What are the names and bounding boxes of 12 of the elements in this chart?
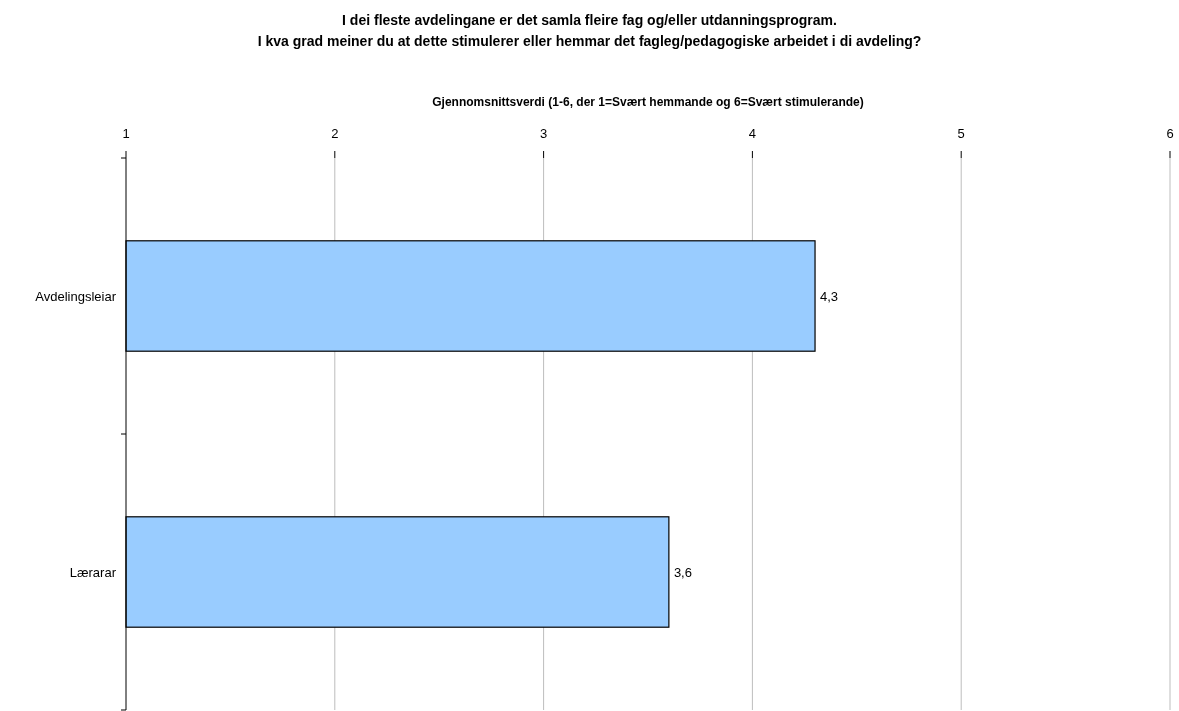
- chart-title: I dei fleste avdelingane er det samla fleire fag og/eller utdanningsprogram. I kva grad meiner du at dette stimulerer eller hemmar det fagleg/pedagogiske arbeidet i di avdeling?: [257, 12, 922, 49]
- data-label: 3,6: [673, 564, 692, 580]
- x-axis-title: Gjennomsnittsverdi (1-6, der 1=Svært hemmande og 6=Svært stimulerande): [432, 95, 864, 109]
- x-tick-label: 6: [1166, 126, 1174, 141]
- x-tick-label: 4: [748, 126, 757, 141]
- data-label: 4,3: [820, 288, 839, 304]
- y-tick-label: Lærarar: [69, 564, 117, 580]
- x-tick-label: 2: [331, 126, 339, 141]
- x-tick-label: 1: [122, 126, 130, 141]
- y-tick-label: Avdelingsleiar: [35, 288, 117, 304]
- x-tick-label: 5: [957, 126, 965, 141]
- x-tick-label: 3: [539, 126, 548, 141]
